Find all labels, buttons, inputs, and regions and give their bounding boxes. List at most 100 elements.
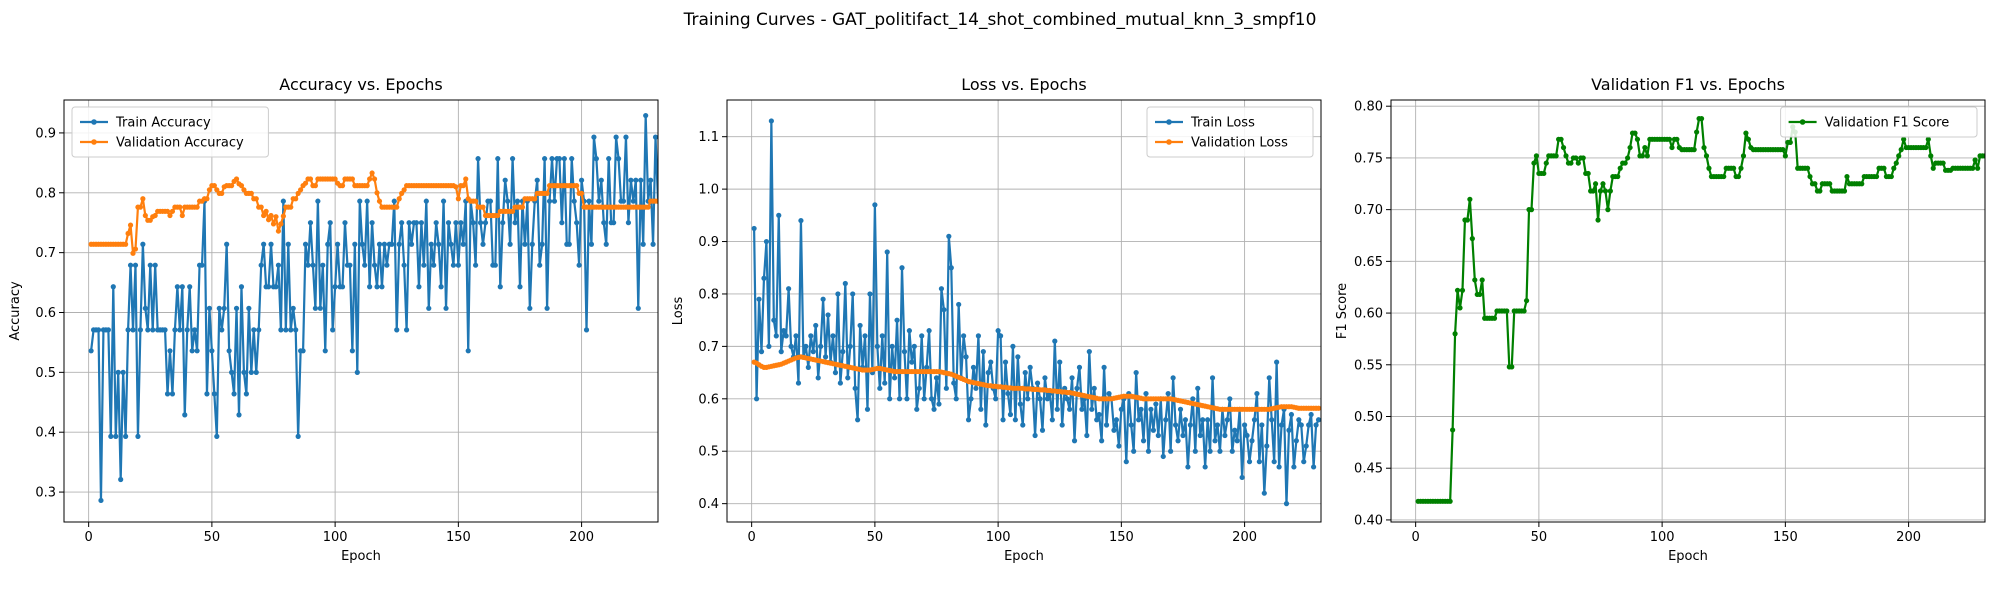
data-point (1187, 422, 1193, 428)
data-point (1447, 498, 1453, 504)
data-point (300, 348, 306, 354)
data-point (362, 262, 368, 268)
data-point (172, 327, 178, 333)
data-point (1160, 453, 1166, 460)
data-point (453, 184, 459, 190)
series-train-accuracy (88, 112, 658, 504)
data-point (855, 417, 861, 423)
data-point (1249, 438, 1255, 444)
y-axis-label: Loss (671, 297, 686, 326)
data-point (265, 217, 272, 223)
data-point (628, 177, 634, 183)
data-point (443, 305, 449, 311)
data-point (648, 177, 654, 183)
data-point (574, 220, 580, 226)
data-point (1094, 417, 1100, 423)
data-point (598, 177, 604, 183)
data-point (438, 284, 444, 290)
data-point (238, 284, 245, 290)
data-point (293, 327, 299, 333)
data-point (1214, 422, 1221, 428)
data-point (591, 134, 597, 140)
data-point (938, 286, 945, 292)
data-point (413, 220, 420, 226)
data-point (290, 305, 296, 311)
data-point (312, 305, 318, 311)
y-tick-label: 0.9 (35, 126, 56, 141)
data-point (1185, 464, 1191, 470)
data-point (330, 327, 336, 333)
data-point (1859, 181, 1865, 187)
chart-panel-2: 0 50 100 150 200 0.4 0.5 0.6 0.7 0.8 0.9 1.0 1.1 Loss… (671, 75, 1322, 564)
data-point (1020, 422, 1026, 428)
data-point (88, 348, 94, 354)
data-point (889, 343, 895, 349)
x-tick-label: 150 (1109, 530, 1134, 545)
data-point (256, 327, 262, 333)
data-point (342, 220, 348, 226)
data-point (1893, 160, 1899, 166)
data-point (261, 212, 267, 219)
data-point (125, 327, 131, 333)
data-point (1278, 422, 1285, 428)
data-point (221, 305, 227, 311)
data-point (369, 220, 375, 226)
data-point (1177, 406, 1184, 412)
data-point (1467, 196, 1473, 202)
x-tick-label: 100 (323, 530, 348, 545)
data-point (460, 241, 466, 247)
data-point (1286, 427, 1292, 433)
data-point (389, 241, 395, 247)
data-point (95, 327, 102, 333)
data-point (1888, 173, 1894, 180)
data-point (1116, 443, 1122, 449)
data-point (1617, 165, 1623, 171)
data-point (1731, 165, 1737, 171)
data-point (921, 396, 927, 402)
data-point (773, 333, 779, 339)
data-point (1560, 144, 1567, 151)
data-point (867, 291, 873, 297)
data-point (620, 198, 627, 204)
data-point (1477, 291, 1483, 298)
data-point (593, 156, 599, 162)
data-point (1234, 438, 1240, 444)
data-point (108, 433, 114, 439)
data-point (268, 241, 274, 247)
data-point (1005, 390, 1011, 397)
data-point (1086, 349, 1092, 355)
x-tick-label: 0 (85, 530, 93, 545)
data-point (219, 327, 225, 333)
data-point (1896, 153, 1902, 159)
legend-swatch-marker (91, 139, 97, 145)
legend-box (1780, 106, 1978, 138)
y-tick-label: 0.50 (1354, 410, 1383, 425)
data-point (1639, 153, 1645, 159)
data-point (352, 241, 358, 247)
data-point (832, 370, 839, 376)
data-point (1227, 396, 1233, 402)
data-point (544, 190, 550, 196)
data-point (1059, 422, 1065, 428)
data-point (455, 196, 461, 202)
data-point (470, 220, 476, 226)
axes-frame (63, 99, 659, 523)
y-tick-label: 0.5 (35, 366, 56, 381)
data-point (763, 238, 770, 245)
data-point (147, 262, 153, 268)
data-point (975, 333, 982, 339)
data-point (1541, 170, 1547, 177)
data-point (519, 204, 526, 210)
data-point (625, 220, 632, 226)
data-point (1239, 474, 1245, 481)
y-tick-label: 0.8 (35, 186, 56, 201)
data-point (1523, 298, 1530, 304)
data-point (219, 190, 225, 196)
x-tick-label: 200 (1896, 530, 1921, 545)
data-point (1103, 422, 1110, 428)
data-point (310, 262, 316, 268)
data-point (566, 241, 572, 247)
data-point (394, 204, 400, 210)
data-point (1558, 136, 1564, 142)
data-point (1543, 160, 1549, 166)
